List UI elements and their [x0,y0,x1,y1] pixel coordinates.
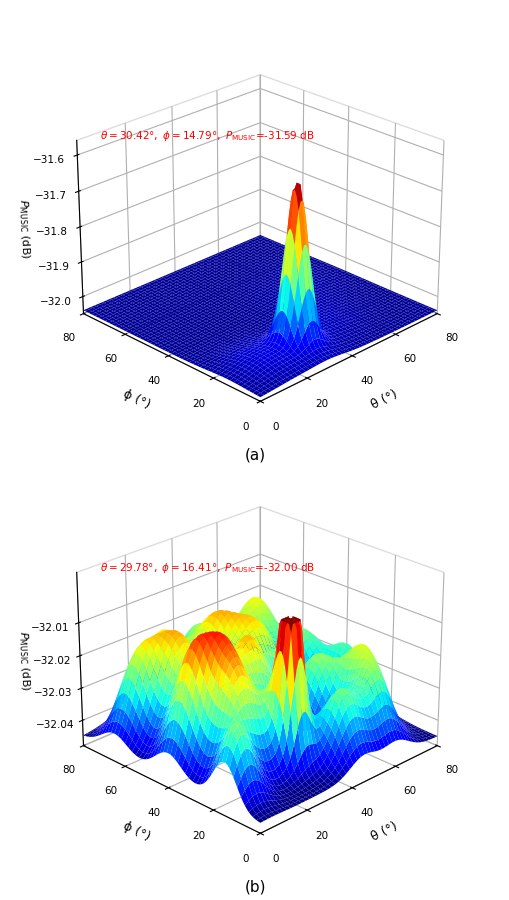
Text: (a): (a) [244,448,265,463]
Text: $\theta=30.42°,\ \phi=14.79°,\ P_\mathrm{MUSIC}$=-31.59 dB: $\theta=30.42°,\ \phi=14.79°,\ P_\mathrm… [100,129,314,143]
X-axis label: θ (°): θ (°) [368,820,399,843]
X-axis label: θ (°): θ (°) [368,388,399,411]
Y-axis label: ϕ (°): ϕ (°) [121,388,152,412]
Text: (b): (b) [244,880,265,895]
Text: $\theta=29.78°,\ \phi=16.41°,\ P_\mathrm{MUSIC}$=-32.00 dB: $\theta=29.78°,\ \phi=16.41°,\ P_\mathrm… [100,561,315,575]
Y-axis label: ϕ (°): ϕ (°) [121,820,152,844]
